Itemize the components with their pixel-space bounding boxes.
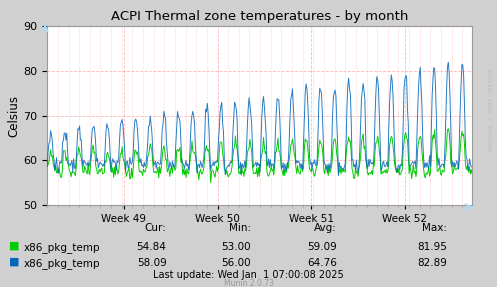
Text: 58.09: 58.09 xyxy=(137,258,166,268)
Text: 82.89: 82.89 xyxy=(417,258,447,268)
Text: 56.00: 56.00 xyxy=(221,258,251,268)
Text: Max:: Max: xyxy=(422,223,447,233)
Text: ■: ■ xyxy=(9,257,19,267)
Y-axis label: Celsius: Celsius xyxy=(7,94,20,137)
Text: Last update: Wed Jan  1 07:00:08 2025: Last update: Wed Jan 1 07:00:08 2025 xyxy=(153,270,344,280)
Text: x86_pkg_temp: x86_pkg_temp xyxy=(24,242,100,253)
Text: Avg:: Avg: xyxy=(314,223,337,233)
Text: 59.09: 59.09 xyxy=(307,242,337,252)
Text: RRDTOOL / TOBI OETIKER: RRDTOOL / TOBI OETIKER xyxy=(488,68,493,150)
Text: 53.00: 53.00 xyxy=(221,242,251,252)
Text: ■: ■ xyxy=(9,241,19,251)
Text: 81.95: 81.95 xyxy=(417,242,447,252)
Text: 54.84: 54.84 xyxy=(137,242,166,252)
Text: 64.76: 64.76 xyxy=(307,258,337,268)
Text: Min:: Min: xyxy=(229,223,251,233)
Title: ACPI Thermal zone temperatures - by month: ACPI Thermal zone temperatures - by mont… xyxy=(111,10,409,23)
Text: x86_pkg_temp: x86_pkg_temp xyxy=(24,258,100,269)
Text: Cur:: Cur: xyxy=(145,223,166,233)
Text: Munin 2.0.73: Munin 2.0.73 xyxy=(224,280,273,287)
